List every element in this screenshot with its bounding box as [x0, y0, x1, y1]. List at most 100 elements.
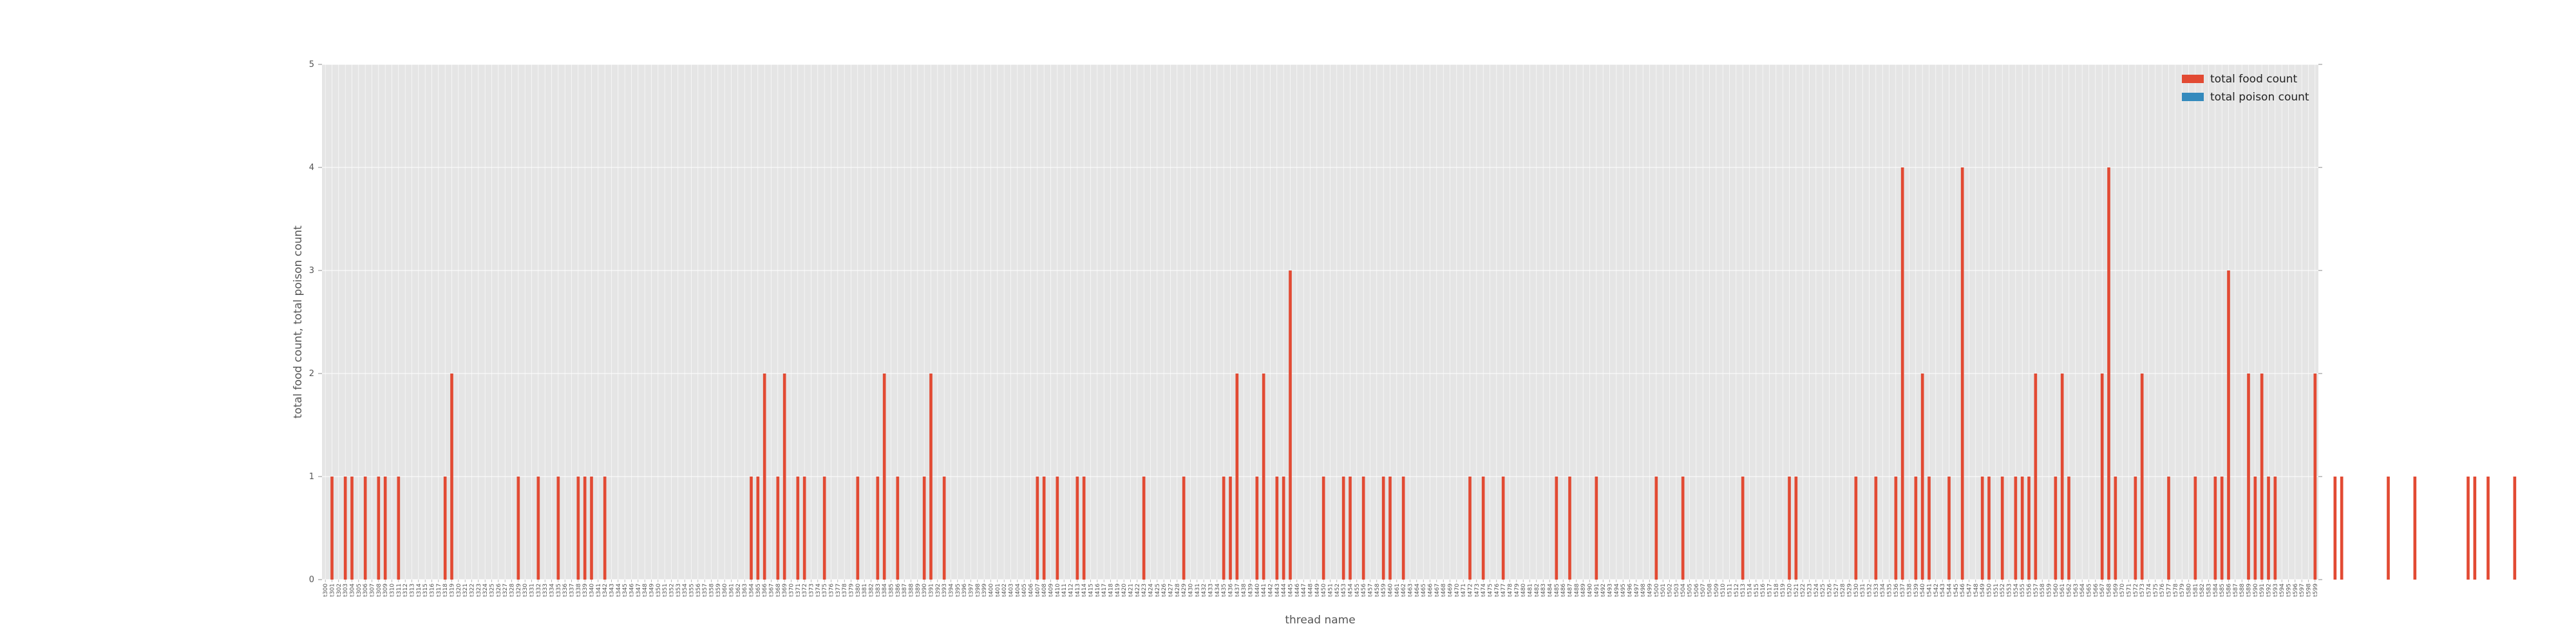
bar-food: [1595, 477, 1598, 580]
x-tick-label: t339: [582, 583, 589, 597]
x-tick-label: t367: [769, 583, 775, 597]
bar-food: [1987, 477, 1991, 580]
bar-food: [583, 477, 587, 580]
x-tick-label: t313: [410, 583, 416, 597]
x-tick-label: t534: [1880, 583, 1886, 597]
x-tick-label: t475: [1488, 583, 1494, 597]
x-tick-label: t425: [1155, 583, 1161, 597]
x-tick-label: t427: [1168, 583, 1175, 597]
legend-label: total poison count: [2210, 91, 2309, 104]
x-tick-label: t352: [669, 583, 676, 597]
x-tick-label: t387: [902, 583, 908, 597]
bar-food: [1229, 477, 1232, 580]
x-tick-label: t338: [576, 583, 582, 597]
bar-food: [2020, 477, 2024, 580]
bar-food: [1275, 477, 1279, 580]
x-tick-label: t537: [1900, 583, 1906, 597]
x-tick-label: t590: [2253, 583, 2259, 597]
x-tick-label: t422: [1135, 583, 1141, 597]
x-tick-label: t458: [1374, 583, 1381, 597]
x-tick-label: t301: [330, 583, 336, 597]
x-tick-label: t385: [889, 583, 895, 597]
x-tick-label: t343: [609, 583, 616, 597]
x-tick-label: t443: [1274, 583, 1281, 597]
legend: total food count total poison count: [2182, 73, 2309, 104]
bar-food: [2260, 374, 2264, 580]
x-tick-label: t553: [2007, 583, 2013, 597]
x-tick-label: t314: [416, 583, 422, 597]
x-tick-label: t317: [436, 583, 442, 597]
x-tick-label: t561: [2060, 583, 2066, 597]
x-tick-label: t375: [822, 583, 828, 597]
x-tick-label: t398: [975, 583, 981, 597]
x-tick-label: t489: [1580, 583, 1587, 597]
bar-food: [1914, 477, 1918, 580]
bar-food: [1401, 477, 1405, 580]
x-tick-label: t356: [696, 583, 702, 597]
x-tick-label: t423: [1141, 583, 1148, 597]
bar-food: [1182, 477, 1186, 580]
bar-food: [350, 477, 354, 580]
x-tick-label: t326: [496, 583, 502, 597]
x-tick-label: t522: [1800, 583, 1806, 597]
x-tick-label: t384: [882, 583, 888, 597]
x-tick-label: t501: [1660, 583, 1667, 597]
x-tick-label: t510: [1720, 583, 1727, 597]
x-tick-label: t394: [949, 583, 955, 597]
x-tick-label: t347: [636, 583, 642, 597]
bar-food: [1794, 477, 1798, 580]
bar-food: [942, 477, 946, 580]
bar-food: [363, 477, 367, 580]
x-tick-label: t491: [1594, 583, 1600, 597]
x-tick-label: t312: [402, 583, 409, 597]
bar-food: [1468, 477, 1472, 580]
x-tick-label: t546: [1960, 583, 1966, 597]
x-tick-label: t519: [1780, 583, 1786, 597]
x-tick-label: t533: [1873, 583, 1880, 597]
x-tick-label: t567: [2099, 583, 2106, 597]
x-tick-label: t412: [1068, 583, 1075, 597]
bar-food: [2107, 167, 2110, 580]
x-tick-label: t524: [1814, 583, 1820, 597]
x-tick-label: t568: [2107, 583, 2113, 597]
x-tick-label: t543: [1940, 583, 1946, 597]
x-tick-label: t344: [616, 583, 622, 597]
x-tick-label: t318: [442, 583, 449, 597]
bar-food: [896, 477, 900, 580]
x-tick-label: t566: [2093, 583, 2099, 597]
legend-swatch: [2182, 75, 2204, 83]
x-tick-label: t478: [1508, 583, 1514, 597]
bar-food: [2340, 477, 2344, 580]
x-tick-label: t583: [2206, 583, 2213, 597]
bar-food: [1255, 477, 1259, 580]
x-tick-label: t319: [450, 583, 456, 597]
y-tick-label: 4: [309, 163, 314, 173]
bar-food: [2054, 477, 2058, 580]
y-tick-label: 1: [309, 472, 314, 482]
x-tick-label: t556: [2027, 583, 2033, 597]
x-tick-label: t490: [1587, 583, 1594, 597]
bar-food: [1036, 477, 1039, 580]
bar-food: [1075, 477, 1079, 580]
x-tick-label: t345: [622, 583, 629, 597]
x-tick-label: t390: [922, 583, 928, 597]
bar-food: [383, 477, 387, 580]
bar-food: [822, 477, 826, 580]
x-tick-label: t386: [895, 583, 902, 597]
x-tick-label: t411: [1061, 583, 1068, 597]
x-tick-label: t482: [1534, 583, 1540, 597]
x-tick-label: t353: [676, 583, 682, 597]
bar-food: [1381, 477, 1385, 580]
x-tick-label: t371: [795, 583, 802, 597]
x-tick-label: t464: [1414, 583, 1421, 597]
x-tick-label: t426: [1161, 583, 1168, 597]
bar-food: [776, 477, 780, 580]
x-tick-label: t497: [1634, 583, 1640, 597]
x-tick-label: t424: [1148, 583, 1155, 597]
bar-food: [1341, 477, 1345, 580]
x-tick-label: t321: [462, 583, 469, 597]
x-tick-label: t485: [1554, 583, 1560, 597]
x-tick-label: t582: [2199, 583, 2206, 597]
x-tick-label: t306: [363, 583, 369, 597]
